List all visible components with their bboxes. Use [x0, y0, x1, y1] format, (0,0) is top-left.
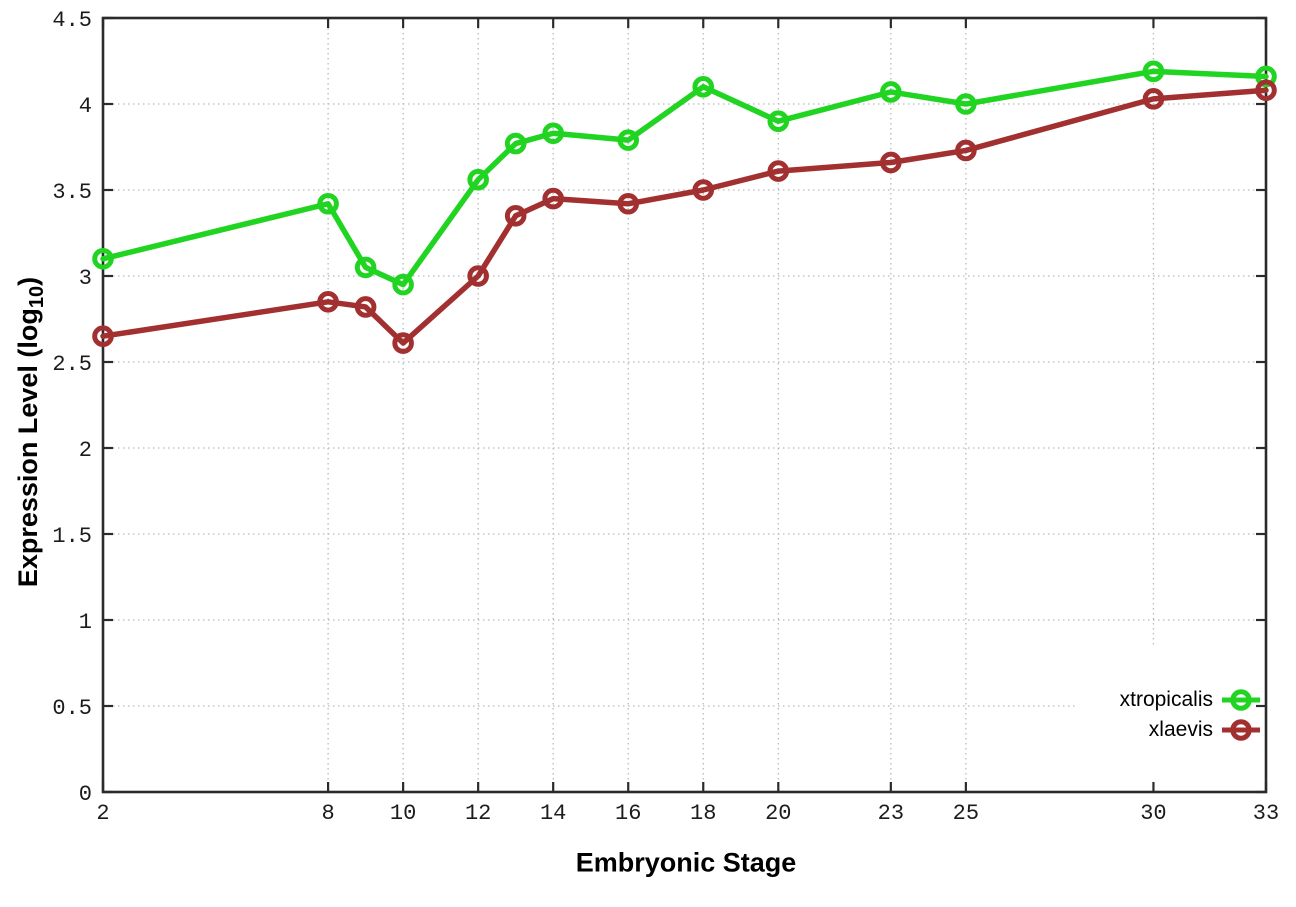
y-axis-title-subscript: 10 [26, 285, 48, 309]
series-line-xtropicalis [100, 68, 1269, 288]
data-point-xtropicalis-stage-9[interactable] [354, 256, 377, 279]
y-tick-label: 1 [79, 610, 92, 635]
y-tick-label: 3.5 [52, 180, 92, 205]
y-axis-title-close: ) [13, 276, 43, 286]
data-point-xlaevis-stage-23[interactable] [880, 151, 902, 174]
data-point-xtropicalis-stage-14[interactable] [542, 122, 564, 145]
data-point-xtropicalis-stage-13[interactable] [504, 132, 527, 155]
data-point-xtropicalis-stage-18[interactable] [692, 76, 715, 98]
x-tick-label: 33 [1253, 801, 1279, 826]
data-point-xtropicalis-stage-25[interactable] [955, 93, 977, 115]
data-point-xtropicalis-stage-12[interactable] [467, 168, 489, 191]
x-tick-label: 2 [96, 801, 109, 826]
data-point-xtropicalis-stage-8[interactable] [317, 192, 339, 215]
data-point-xlaevis-stage-10[interactable] [392, 332, 414, 354]
legend-item-xlaevis: xlaevis [1149, 716, 1260, 743]
data-point-xtropicalis-stage-2[interactable] [92, 247, 114, 270]
data-point-xtropicalis-stage-33[interactable] [1255, 65, 1277, 88]
data-point-xlaevis-stage-30[interactable] [1142, 88, 1165, 110]
data-point-xlaevis-stage-2[interactable] [92, 325, 114, 348]
y-tick-label: 4.5 [52, 8, 92, 33]
data-point-xlaevis-stage-33[interactable] [1255, 79, 1277, 102]
x-tick-label: 25 [953, 801, 979, 826]
y-tick-label: 0.5 [52, 696, 92, 721]
data-point-xlaevis-stage-8[interactable] [317, 291, 339, 313]
data-point-xtropicalis-stage-23[interactable] [880, 81, 902, 103]
data-point-xlaevis-stage-18[interactable] [692, 179, 715, 201]
x-tick-label: 30 [1140, 801, 1166, 826]
data-point-xlaevis-stage-12[interactable] [467, 265, 489, 287]
data-point-xlaevis-stage-9[interactable] [354, 296, 377, 318]
y-tick-label: 2 [79, 438, 92, 463]
legend-label-xtropicalis: xtropicalis [1119, 687, 1213, 711]
data-point-xtropicalis-stage-30[interactable] [1142, 60, 1165, 83]
x-tick-label: 23 [878, 801, 904, 826]
y-tick-label: 2.5 [52, 352, 92, 377]
x-tick-label: 14 [540, 801, 566, 826]
data-point-xtropicalis-stage-10[interactable] [392, 273, 414, 296]
x-tick-label: 16 [615, 801, 641, 826]
y-tick-label: 1.5 [52, 524, 92, 549]
data-point-xtropicalis-stage-20[interactable] [767, 110, 790, 132]
x-tick-label: 20 [765, 801, 791, 826]
data-point-xlaevis-stage-20[interactable] [767, 160, 790, 182]
x-tick-label: 18 [690, 801, 716, 826]
data-point-xtropicalis-stage-16[interactable] [617, 129, 640, 151]
data-point-xlaevis-stage-14[interactable] [542, 187, 564, 210]
y-tick-label: 3 [79, 266, 92, 291]
y-tick-label: 4 [79, 94, 92, 119]
legend-marker-xtropicalis-icon [1222, 688, 1260, 711]
x-tick-label: 8 [321, 801, 334, 826]
data-point-xlaevis-stage-16[interactable] [617, 192, 640, 215]
legend-label-xlaevis: xlaevis [1148, 717, 1213, 741]
legend: xtropicalis xlaevis [1120, 686, 1260, 743]
legend-mask [1075, 646, 1264, 790]
legend-marker-xlaevis-icon [1222, 718, 1260, 741]
x-tick-label: 12 [465, 801, 491, 826]
data-point-xlaevis-stage-13[interactable] [504, 205, 527, 227]
y-axis-title-main: Expression Level (log [13, 308, 43, 588]
legend-item-xtropicalis: xtropicalis [1120, 686, 1260, 713]
data-point-xlaevis-stage-25[interactable] [955, 139, 977, 162]
x-tick-label: 10 [390, 801, 416, 826]
plot-border [101, 16, 1268, 794]
y-tick-label: 0 [79, 782, 92, 807]
y-axis-title: Expression Level (log10) [13, 277, 49, 587]
x-axis-title: Embryonic Stage [575, 847, 797, 878]
